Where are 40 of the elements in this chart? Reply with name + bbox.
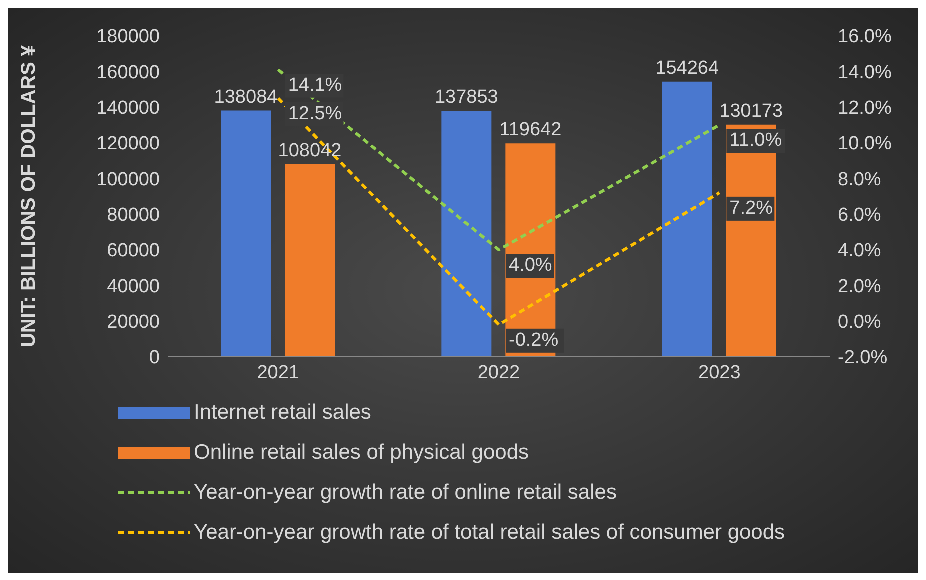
data-label: 119642	[500, 120, 562, 141]
y-axis-title: UNIT: BILLIONS OF DOLLARS ¥	[18, 44, 40, 348]
y2-tick-label: 8.0%	[838, 169, 882, 190]
y2-tick-label: -2.0%	[838, 348, 888, 369]
data-label: 14.1%	[288, 74, 342, 96]
legend-label: Year-on-year growth rate of total retail sales of consumer goods	[194, 521, 786, 545]
y2-tick-label: 14.0%	[838, 62, 892, 84]
y2-tick-label: 0.0%	[838, 312, 882, 334]
y-tick-label: 100000	[96, 169, 160, 190]
y2-tick-label: 12.0%	[838, 98, 892, 120]
data-label: 154264	[656, 58, 720, 79]
y-tick-label: 140000	[96, 98, 160, 120]
data-label: 7.2%	[730, 198, 774, 219]
y-tick-label: 80000	[107, 205, 160, 226]
data-label: 137853	[434, 87, 498, 108]
y2-tick-label: 4.0%	[838, 240, 882, 262]
y2-tick-label: 10.0%	[838, 134, 892, 155]
legend-label: Internet retail sales	[194, 401, 372, 425]
x-tick-label: 2023	[698, 362, 741, 384]
data-label: 12.5%	[288, 103, 342, 124]
legend-label: Online retail sales of physical goods	[194, 441, 530, 465]
y-tick-label: 60000	[107, 240, 160, 262]
y-tick-label: 180000	[96, 26, 160, 48]
y2-tick-label: 16.0%	[838, 26, 892, 48]
data-label: 130173	[720, 100, 784, 122]
x-tick-label: 2021	[257, 362, 300, 384]
y-tick-label: 120000	[96, 134, 160, 155]
data-label: 108042	[278, 140, 342, 162]
x-tick-label: 2022	[478, 362, 520, 384]
data-label: 138084	[214, 86, 278, 108]
y-tick-label: 160000	[96, 62, 160, 84]
y-tick-label: 20000	[107, 312, 160, 334]
y2-tick-label: 6.0%	[838, 205, 882, 226]
data-label: 11.0%	[730, 130, 782, 152]
y-tick-label: 0	[149, 348, 160, 369]
data-label: 4.0%	[509, 255, 552, 276]
y-tick-label: 40000	[107, 276, 160, 298]
y2-tick-label: 2.0%	[838, 276, 882, 298]
data-label: -0.2%	[509, 330, 559, 351]
legend-label: Year-on-year growth rate of online retail sales	[194, 481, 617, 505]
